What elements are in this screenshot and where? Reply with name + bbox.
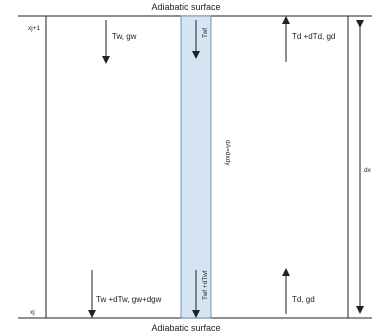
water-outlet-label: Tw +dTw, gw+dgw (96, 295, 162, 304)
area-element-label: dA=dxdy (224, 140, 231, 166)
top-surface-label: Adiabatic surface (151, 2, 220, 12)
bottom-surface-label: Adiabatic surface (151, 323, 220, 333)
node-upper-label: xj+1 (28, 25, 40, 32)
film-inlet-label: Twf (202, 28, 209, 38)
node-lower-label: xj (30, 309, 35, 316)
air-outlet-label: Td +dTd, gd (292, 32, 335, 41)
water-film-strip (180, 15, 212, 319)
film-outlet-label: Twf +dTwf (202, 270, 209, 300)
water-inlet-label: Tw, gw (112, 32, 137, 41)
air-inlet-label: Td, gd (292, 295, 315, 304)
height-label: dx (364, 167, 372, 174)
